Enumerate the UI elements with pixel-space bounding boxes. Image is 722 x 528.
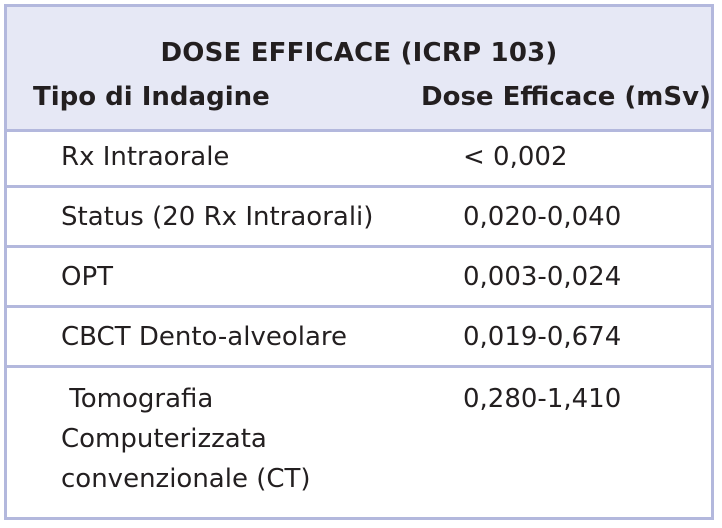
row-divider — [7, 245, 711, 248]
row-value-opt: 0,003-0,024 — [463, 262, 622, 292]
row-divider — [7, 185, 711, 188]
row-name-ct-line-3: convenzionale (CT) — [61, 464, 311, 494]
row-divider — [7, 305, 711, 308]
row-value-status: 0,020-0,040 — [463, 202, 622, 232]
row-value-ct: 0,280-1,410 — [463, 384, 622, 414]
row-name-opt: OPT — [61, 262, 114, 292]
row-divider — [7, 365, 711, 368]
row-name-rx-intraorale: Rx Intraorale — [61, 142, 230, 172]
column-header-exam-type: Tipo di Indagine — [33, 82, 270, 112]
table-header: DOSE EFFICACE (ICRP 103) Tipo di Indagin… — [7, 7, 711, 129]
row-name-cbct: CBCT Dento-alveolare — [61, 322, 348, 352]
header-divider — [7, 129, 711, 132]
row-name-ct-line-2: Computerizzata — [61, 424, 267, 454]
row-name-status: Status (20 Rx Intraorali) — [61, 202, 374, 232]
row-value-cbct: 0,019-0,674 — [463, 322, 622, 352]
dose-table: DOSE EFFICACE (ICRP 103) Tipo di Indagin… — [4, 4, 714, 520]
row-value-rx-intraorale: < 0,002 — [463, 142, 568, 172]
column-header-effective-dose: Dose Efficace (mSv) — [421, 82, 711, 112]
row-name-ct-line-1: Tomografia — [61, 384, 214, 414]
table-title: DOSE EFFICACE (ICRP 103) — [160, 38, 558, 68]
